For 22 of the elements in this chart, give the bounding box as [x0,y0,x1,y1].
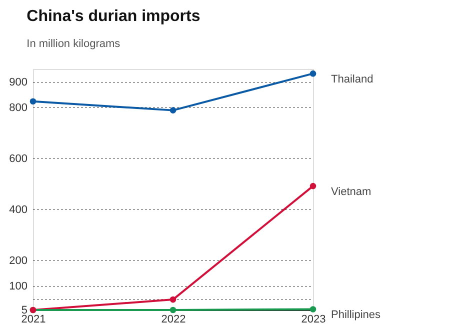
chart-subtitle: In million kilograms [26,38,121,50]
y-tick-label: 5 [21,304,28,316]
series-label: Phillipines [331,309,382,322]
x-tick-label: 2022 [161,314,186,326]
point [170,107,176,114]
series-label: Thailand [331,74,374,86]
point [30,98,36,105]
y-tick-label: 600 [9,152,28,165]
chart-title: China's durian imports [26,8,200,25]
y-tick-label: 200 [9,254,28,267]
x-tick-label: 2021 [21,314,46,326]
y-tick-label: 400 [9,204,28,216]
x-tick-label: 2023 [301,314,326,326]
series-label: Vietnam [331,186,372,198]
y-tick-label: 100 [9,280,28,292]
point [310,182,316,190]
point [170,306,176,314]
point [310,70,316,77]
y-tick-label: 800 [9,102,28,114]
y-tick-label: 900 [9,76,28,88]
point [310,306,316,312]
point [170,296,176,303]
